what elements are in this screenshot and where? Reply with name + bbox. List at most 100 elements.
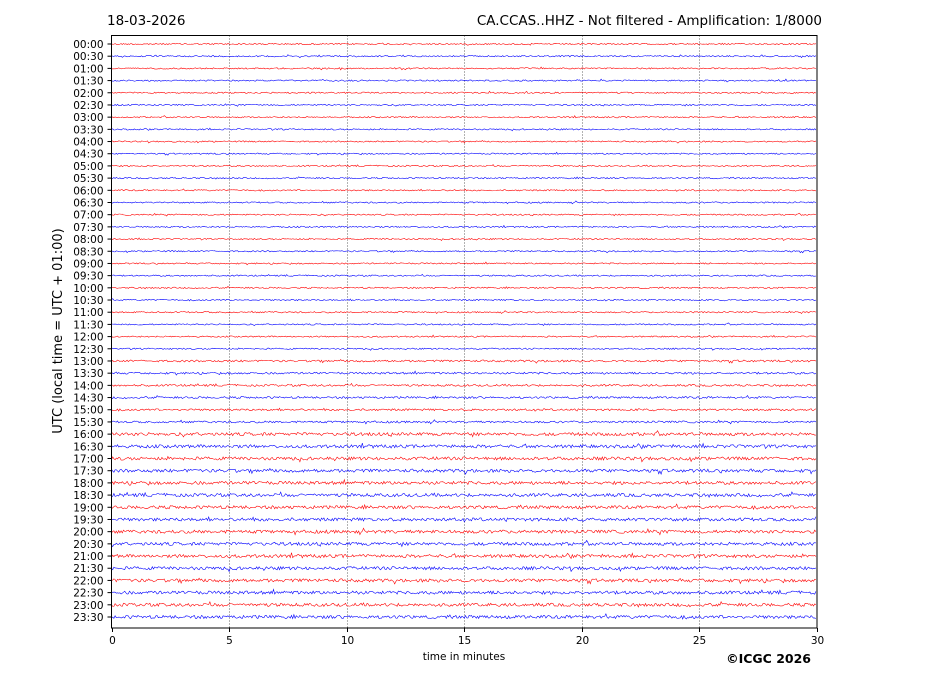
x-tick-label: 20: [576, 635, 589, 647]
trace-1800: [111, 478, 817, 486]
y-tick-label: 12:30: [73, 344, 103, 356]
y-tick-label: 08:30: [73, 246, 103, 258]
trace-0100: [111, 66, 816, 71]
trace-0500: [111, 164, 816, 167]
trace-0400: [111, 140, 817, 144]
y-tick-label: 22:00: [73, 575, 103, 587]
y-tick-label: 05:00: [73, 161, 103, 173]
trace-0730: [111, 224, 817, 229]
trace-0330: [111, 127, 817, 132]
y-tick-label: 07:30: [73, 222, 103, 234]
trace-1730: [111, 467, 817, 475]
trace-1900: [111, 503, 817, 511]
chart-title: CA.CCAS..HHZ - Not filtered - Amplificat…: [477, 13, 822, 29]
y-tick-label: 00:00: [73, 39, 103, 51]
y-tick-label: 13:00: [73, 356, 103, 368]
y-axis-label: UTC (local time = UTC + 01:00): [51, 228, 66, 433]
trace-0930: [111, 273, 816, 277]
trace-0030: [111, 54, 817, 59]
y-tick-label: 00:30: [73, 51, 103, 63]
trace-0830: [111, 249, 817, 254]
y-tick-label: 02:00: [73, 88, 103, 100]
y-tick-label: 01:30: [73, 76, 103, 88]
trace-2130: [111, 565, 817, 573]
y-tick-label: 21:30: [73, 563, 103, 575]
trace-2300: [111, 600, 817, 608]
y-tick-label: 09:30: [73, 271, 103, 283]
y-tick-label: 17:30: [73, 466, 103, 478]
y-tick-label: 10:30: [73, 295, 103, 307]
trace-1700: [111, 455, 817, 463]
y-tick-label: 02:30: [73, 100, 103, 112]
trace-1530: [111, 419, 817, 425]
trace-1430: [111, 395, 817, 400]
chart-date: 18-03-2026: [107, 13, 185, 29]
y-tick-label: 13:30: [73, 368, 103, 380]
trace-2100: [111, 552, 817, 560]
y-tick-label: 22:30: [73, 588, 103, 600]
y-tick-label: 07:00: [73, 210, 103, 222]
trace-1000: [111, 286, 816, 290]
trace-0700: [111, 212, 817, 217]
trace-2000: [111, 527, 817, 536]
trace-0300: [111, 115, 817, 119]
trace-0630: [111, 200, 817, 205]
x-tick-label: 0: [109, 635, 116, 647]
x-tick-label: 5: [226, 635, 233, 647]
y-tick-label: 17:00: [73, 454, 103, 466]
y-tick-label: 21:00: [73, 551, 103, 563]
trace-1200: [111, 334, 817, 339]
trace-2230: [111, 588, 817, 595]
y-tick-label: 06:30: [73, 197, 103, 209]
y-tick-label: 16:30: [73, 441, 103, 453]
y-tick-label: 20:30: [73, 539, 103, 551]
y-tick-label: 04:00: [73, 137, 103, 149]
y-tick-label: 15:00: [73, 405, 103, 417]
y-tick-label: 03:30: [73, 124, 103, 136]
trace-0600: [111, 188, 817, 192]
trace-1630: [111, 442, 817, 450]
trace-0000: [111, 42, 816, 46]
y-tick-label: 05:30: [73, 173, 103, 185]
trace-0230: [111, 103, 817, 107]
trace-1830: [111, 491, 817, 499]
y-tick-label: 14:00: [73, 380, 103, 392]
x-axis-label: time in minutes: [423, 651, 505, 663]
y-tick-label: 01:00: [73, 63, 103, 75]
y-tick-label: 03:00: [73, 112, 103, 124]
y-tick-label: 08:00: [73, 234, 103, 246]
trace-1300: [111, 359, 817, 364]
trace-1230: [111, 347, 817, 351]
y-tick-label: 14:30: [73, 393, 103, 405]
trace-1400: [111, 382, 817, 388]
trace-0800: [111, 237, 817, 241]
y-tick-label: 18:00: [73, 478, 103, 490]
y-tick-label: 16:00: [73, 429, 103, 441]
y-tick-label: 10:00: [73, 283, 103, 295]
y-tick-label: 15:30: [73, 417, 103, 429]
trace-1500: [111, 407, 817, 412]
y-tick-label: 09:00: [73, 258, 103, 270]
trace-0900: [111, 261, 816, 266]
y-tick-label: 12:00: [73, 332, 103, 344]
plot-frame: [111, 35, 818, 629]
x-tick-label: 10: [341, 635, 354, 647]
trace-2200: [111, 577, 817, 585]
y-tick-label: 18:30: [73, 490, 103, 502]
y-tick-label: 06:00: [73, 185, 103, 197]
x-tick-label: 15: [458, 635, 471, 647]
y-tick-label: 23:30: [73, 612, 103, 624]
trace-0200: [111, 90, 817, 94]
y-tick-label: 19:30: [73, 514, 103, 526]
y-tick-label: 23:00: [73, 600, 103, 612]
trace-0530: [111, 176, 816, 180]
y-tick-label: 04:30: [73, 149, 103, 161]
trace-0430: [111, 151, 817, 156]
trace-0130: [111, 78, 816, 83]
x-tick-label: 30: [811, 635, 824, 647]
trace-1600: [111, 430, 816, 438]
trace-1030: [111, 298, 817, 302]
trace-1130: [111, 322, 817, 327]
copyright: ©ICGC 2026: [726, 651, 811, 666]
